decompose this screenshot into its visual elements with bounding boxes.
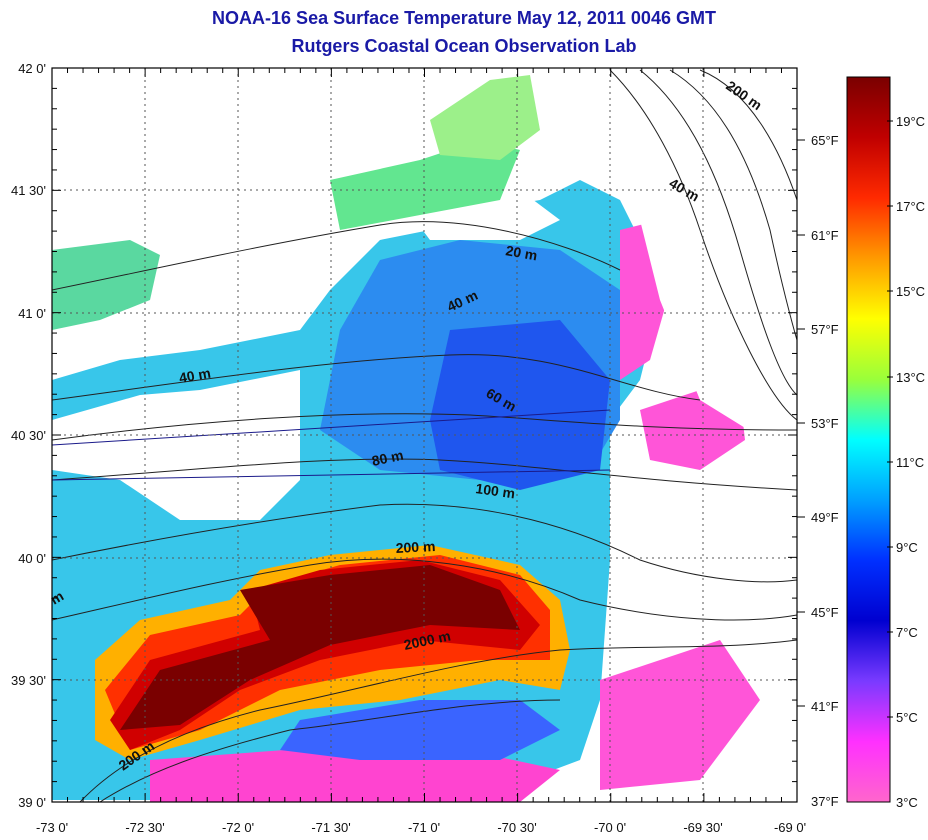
lon-label: -69 0'	[774, 820, 806, 835]
f-label: 37°F	[811, 794, 839, 809]
c-label: 7°C	[896, 625, 918, 640]
lat-label: 40 0'	[18, 551, 46, 566]
lat-label: 39 30'	[11, 673, 46, 688]
lon-label: -73 0'	[36, 820, 68, 835]
latitude-labels: 42 0' 41 30' 41 0' 40 30' 40 0' 39 30' 3…	[11, 61, 46, 810]
depth-label: 40 m	[178, 365, 212, 386]
lon-label: -70 30'	[497, 820, 536, 835]
fahrenheit-labels: 65°F 61°F 57°F 53°F 49°F 45°F 41°F 37°F	[811, 133, 839, 809]
lat-label: 40 30'	[11, 428, 46, 443]
lon-label: -70 0'	[594, 820, 626, 835]
frame-ticks	[51, 67, 798, 803]
bathymetry-contours	[52, 69, 797, 802]
f-label: 49°F	[811, 510, 839, 525]
c-label: 9°C	[896, 540, 918, 555]
graticule	[52, 68, 797, 802]
depth-label: 100 m	[475, 480, 517, 501]
c-label: 19°C	[896, 114, 925, 129]
longitude-labels: -73 0' -72 30' -72 0' -71 30' -71 0' -70…	[36, 820, 806, 835]
colorbar-ticks	[887, 120, 893, 718]
f-label: 41°F	[811, 699, 839, 714]
depth-label: 20 m	[504, 242, 538, 263]
lat-label: 41 0'	[18, 306, 46, 321]
celsius-labels: 19°C 17°C 15°C 13°C 11°C 9°C 7°C 5°C 3°C	[896, 114, 925, 810]
depth-label: 200 m	[395, 538, 435, 556]
lon-label: -72 0'	[222, 820, 254, 835]
colorbar	[846, 76, 891, 803]
lon-label: -71 30'	[311, 820, 350, 835]
fahrenheit-ticks	[797, 139, 805, 707]
depth-label: 80 m	[370, 447, 405, 469]
f-label: 57°F	[811, 322, 839, 337]
lon-label: -72 30'	[125, 820, 164, 835]
lat-label: 39 0'	[18, 795, 46, 810]
c-label: 13°C	[896, 370, 925, 385]
f-label: 53°F	[811, 416, 839, 431]
lat-label: 41 30'	[11, 183, 46, 198]
lon-label: -71 0'	[408, 820, 440, 835]
f-label: 61°F	[811, 228, 839, 243]
lon-label: -69 30'	[683, 820, 722, 835]
f-label: 65°F	[811, 133, 839, 148]
c-label: 11°C	[896, 455, 924, 470]
c-label: 17°C	[896, 199, 925, 214]
c-label: 5°C	[896, 710, 918, 725]
lat-label: 42 0'	[18, 61, 46, 76]
f-label: 45°F	[811, 605, 839, 620]
map-subtitle: Rutgers Coastal Ocean Observation Lab	[291, 36, 637, 56]
map-title: NOAA-16 Sea Surface Temperature May 12, …	[212, 8, 716, 28]
c-label: 3°C	[896, 795, 918, 810]
c-label: 15°C	[896, 284, 925, 299]
